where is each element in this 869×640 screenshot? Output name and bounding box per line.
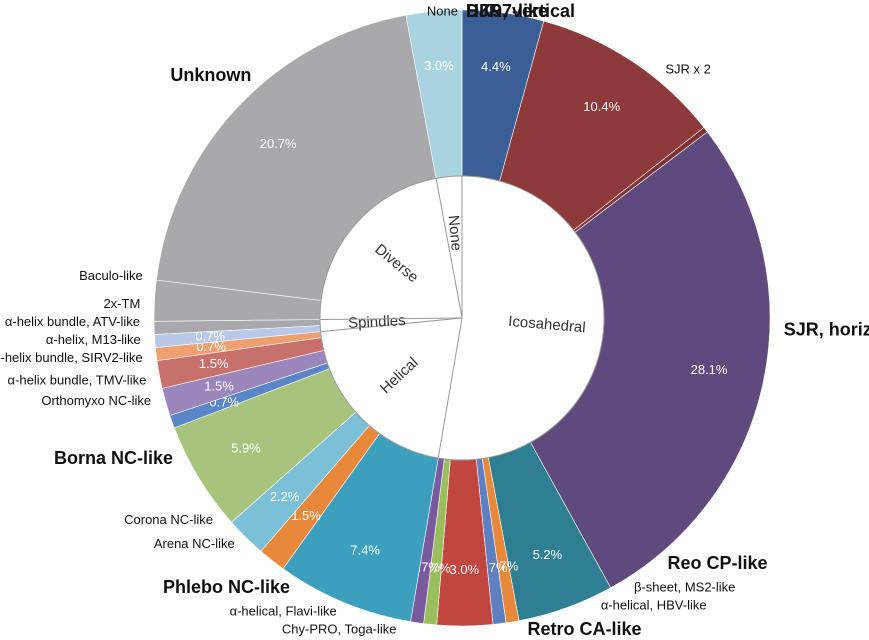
- slice-label: Reo CP-like: [668, 553, 768, 573]
- slice-label: α-helical, Flavi-like: [230, 603, 337, 618]
- value-label: 1.5%: [291, 508, 321, 523]
- slice-label: Retro CA-like: [527, 619, 641, 639]
- slice-label: Baculo-like: [79, 268, 143, 283]
- slice-label: Phlebo NC-like: [163, 577, 290, 597]
- slice-label: Unknown: [170, 65, 251, 85]
- group-divider: [320, 317, 463, 321]
- value-label: 7.4%: [350, 543, 380, 558]
- group-divider: [437, 317, 463, 459]
- value-label: 20.7%: [260, 136, 297, 151]
- group-label: Icosahedral: [508, 313, 587, 336]
- value-label: 2.2%: [270, 489, 300, 504]
- slice-label: α-helix, M13-like: [46, 332, 141, 347]
- group-divider: [320, 317, 463, 333]
- group-label: None: [445, 214, 465, 251]
- slice-label: 2x-TM: [103, 296, 140, 311]
- slice-label: α-helix bundle, SIRV2-like: [0, 350, 143, 365]
- value-label: 1.5%: [204, 378, 234, 393]
- slice-label: Arena NC-like: [154, 536, 235, 551]
- value-label: 5.2%: [533, 547, 563, 562]
- slice-label: α-helix bundle, ATV-like: [5, 314, 140, 329]
- value-label: 3.0%: [449, 562, 479, 577]
- slice-label: β-sheet, MS2-like: [634, 579, 735, 594]
- slice-label: SJR, horizontal: [784, 320, 869, 340]
- slice-label: α-helix bundle, TMV-like: [8, 373, 147, 388]
- slice-label: HK97-like: [466, 1, 548, 21]
- value-label: 4.4%: [481, 59, 511, 74]
- value-label: 5.9%: [231, 440, 261, 455]
- slice-label: Corona NC-like: [124, 512, 213, 527]
- slice-label: Borna NC-like: [54, 448, 173, 468]
- group-divider: [435, 178, 463, 319]
- slice-label: SJR x 2: [665, 62, 711, 77]
- value-label: 3.0%: [424, 58, 454, 73]
- slice-label: α-helical, HBV-like: [601, 597, 707, 612]
- slice-label: Orthomyxo NC-like: [41, 393, 151, 408]
- value-label: 28.1%: [691, 362, 728, 377]
- group-label: Spindles: [348, 312, 406, 332]
- value-label: 10.4%: [583, 99, 620, 114]
- slice-label: DJR, vertical: [466, 1, 575, 21]
- slice-label: Chy-PRO, Toga-like: [282, 621, 397, 636]
- value-label: 1.5%: [199, 356, 229, 371]
- slice-label: None: [427, 3, 458, 18]
